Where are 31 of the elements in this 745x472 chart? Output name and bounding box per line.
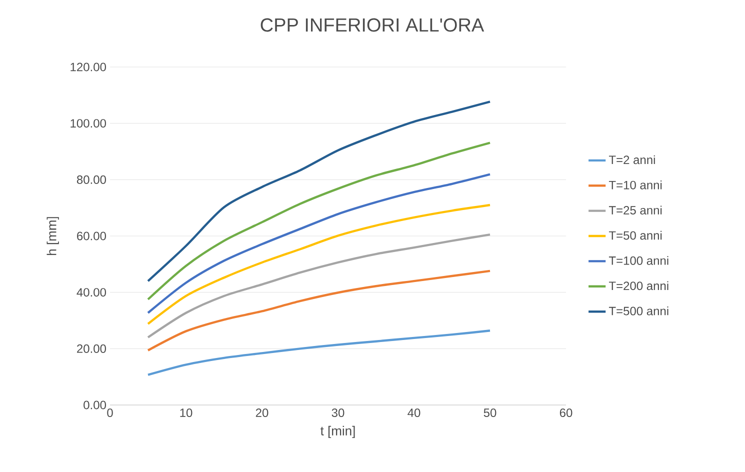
y-tick-label: 0.00 xyxy=(84,400,106,410)
chart-title: CPP INFERIORI ALL'ORA xyxy=(260,18,484,32)
legend-label: T=2 anni xyxy=(608,155,655,164)
x-tick-label: 50 xyxy=(484,408,496,418)
legend-label: T=50 anni xyxy=(608,230,662,240)
legend-label: T=10 anni xyxy=(608,180,662,190)
y-tick-label: 40.00 xyxy=(76,288,106,297)
x-tick-label: 60 xyxy=(560,408,572,418)
y-tick-label: 120.00 xyxy=(70,62,106,72)
legend-label: T=100 anni xyxy=(608,256,668,265)
y-tick-label: 60.00 xyxy=(77,232,106,240)
line-series xyxy=(146,204,492,325)
line-series xyxy=(146,100,492,282)
line-series xyxy=(146,233,492,338)
line-series xyxy=(146,270,492,352)
legend-label: T=200 anni xyxy=(608,281,668,290)
y-axis-title: h [mm] xyxy=(46,217,59,255)
x-tick-label: 10 xyxy=(180,408,192,418)
x-tick-label: 20 xyxy=(256,408,268,418)
legend-label: T=25 anni xyxy=(608,206,662,215)
x-tick-label: 40 xyxy=(408,408,420,418)
x-tick-label: 30 xyxy=(332,408,344,418)
x-tick-label: 0 xyxy=(107,408,113,418)
line-series xyxy=(146,142,492,300)
y-tick-label: 20.00 xyxy=(77,344,106,353)
line-series xyxy=(146,173,492,314)
y-tick-label: 80.00 xyxy=(76,175,106,184)
y-tick-label: 100.00 xyxy=(70,119,106,128)
legend-label: T=500 anni xyxy=(608,306,668,316)
x-axis-title: t [min] xyxy=(320,426,355,438)
line-series xyxy=(146,330,492,376)
